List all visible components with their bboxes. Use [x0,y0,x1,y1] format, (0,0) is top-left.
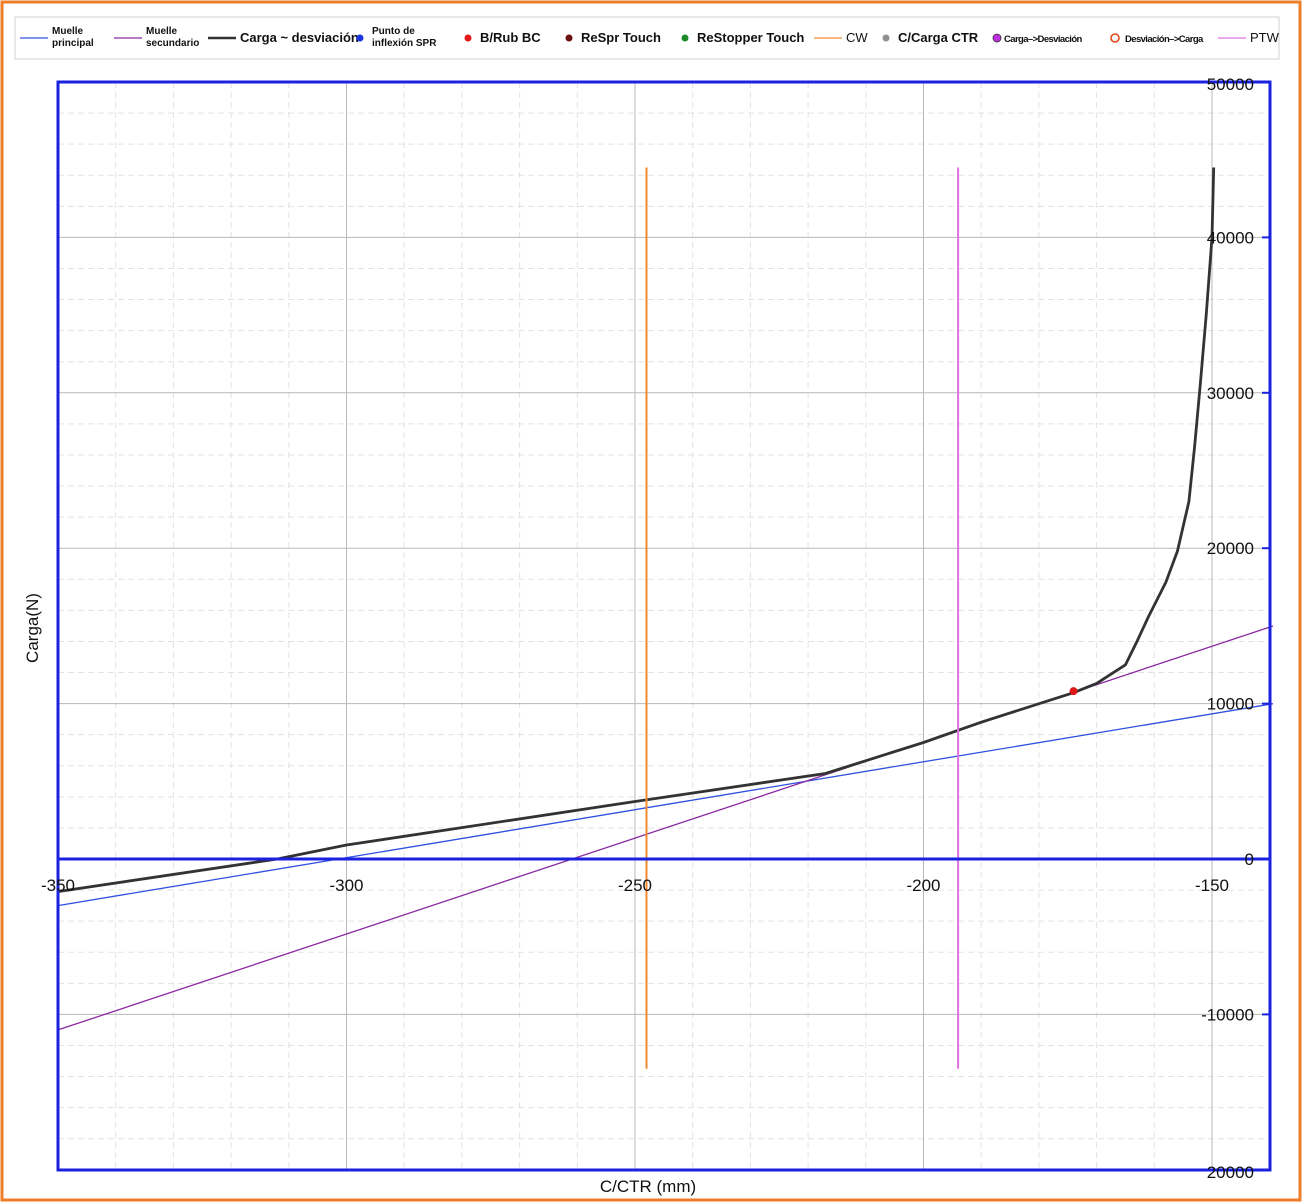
y-tick-label: 40000 [1207,228,1254,247]
legend-label: PTW [1250,30,1280,45]
legend-label: secundario [146,38,199,49]
x-tick-label: -300 [329,876,363,895]
legend-marker [992,33,1002,43]
legend-label: CW [846,30,868,45]
legend-marker [356,34,364,42]
legend-item-ptw: PTW [1218,30,1280,45]
legend-marker [464,34,472,42]
legend-label: B/Rub BC [480,30,541,45]
legend-label: Punto de [372,26,415,37]
x-tick-label: -350 [41,876,75,895]
y-tick-label: 10000 [1207,695,1254,714]
legend-marker [882,34,890,42]
y-tick-label: 30000 [1207,384,1254,403]
series-carga-desviaci-n [57,167,1216,893]
legend-label: Desviación–>Carga [1125,34,1204,45]
legend-item-cw: CW [814,30,868,45]
legend-item-carga-desviaci-n: Carga–>Desviación [992,33,1083,45]
tick-labels: -350 -300 -250 -200 -150 50000 40000 30000 20000… [41,75,1254,1182]
legend-label: inflexión SPR [372,38,437,49]
legend-item-desviaci-n-carga: Desviación–>Carga [1110,33,1205,45]
y-tick-label: -10000 [1201,1005,1254,1024]
legend-label: Muelle [52,26,84,37]
legend-label: C/Carga CTR [898,30,979,45]
legend-marker [565,34,573,42]
y-tick-label: 20000 [1207,539,1254,558]
y-tick-label: 0 [1245,850,1254,869]
legend-label: ReStopper Touch [697,30,804,45]
legend-item-carga-desviaci-n: Carga ~ desviación [208,30,359,45]
x-tick-label: -150 [1195,876,1229,895]
legend-item-b-rub-bc: B/Rub BC [464,30,541,45]
grid [58,81,1270,1171]
series-muelle-principal [57,703,1274,907]
legend-item-respr-touch: ReSpr Touch [565,30,661,45]
legend-label: ReSpr Touch [581,30,661,45]
series-layer [57,167,1274,1069]
legend-marker [681,34,689,42]
point-brub-bc [1069,687,1078,696]
legend-label: Carga ~ desviación [240,30,359,45]
x-tick-label: -200 [906,876,940,895]
y-axis-label: Carga(N) [23,593,42,663]
plot-border [56,80,1272,1172]
legend-item-restopper-touch: ReStopper Touch [681,30,804,45]
axes [56,80,1272,1172]
x-tick-label: -250 [618,876,652,895]
legend-label: Carga–>Desviación [1004,34,1083,45]
legend-item-c-carga-ctr: C/Carga CTR [882,30,979,45]
legend-label: Muelle [146,26,178,37]
legend-marker [1110,33,1120,43]
x-axis-label: C/CTR (mm) [600,1177,696,1196]
legend-label: principal [52,38,94,49]
y-tick-label: 20000 [1207,1163,1254,1182]
y-tick-label: 50000 [1207,75,1254,94]
